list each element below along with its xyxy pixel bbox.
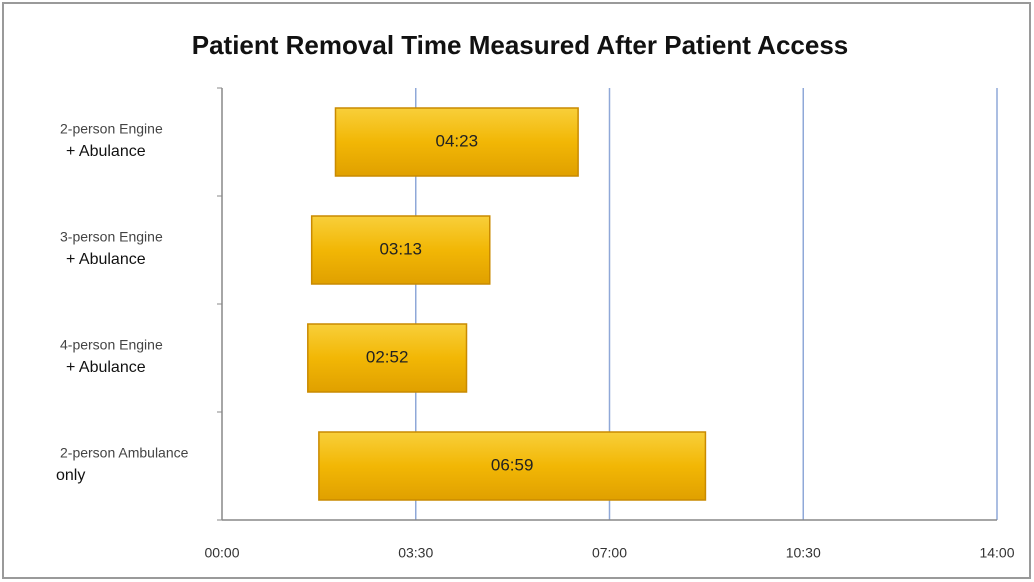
x-tick-label: 00:00 — [204, 545, 239, 561]
x-tick-label: 10:30 — [786, 545, 821, 561]
bar — [318, 431, 707, 501]
y-tick-label: 2-person Engine — [60, 121, 163, 137]
y-tick-label: only — [56, 467, 85, 484]
bar — [334, 107, 579, 177]
bar — [307, 323, 468, 393]
y-tick-label: + Abulance — [66, 143, 146, 160]
y-tick-label: 2-person Ambulance — [60, 445, 189, 461]
value-label: 03:13 — [379, 239, 422, 258]
y-tick-label: 4-person Engine — [60, 337, 163, 353]
value-label: 06:59 — [491, 455, 534, 474]
chart-title: Patient Removal Time Measured After Pati… — [192, 30, 849, 60]
x-tick-label: 14:00 — [979, 545, 1014, 561]
y-tick-label: 3-person Engine — [60, 229, 163, 245]
value-label: 04:23 — [436, 131, 479, 150]
x-tick-label: 03:30 — [398, 545, 433, 561]
x-tick-label: 07:00 — [592, 545, 627, 561]
y-tick-label: + Abulance — [66, 251, 146, 268]
value-label: 02:52 — [366, 347, 409, 366]
y-tick-label: + Abulance — [66, 359, 146, 376]
bar — [310, 215, 491, 285]
